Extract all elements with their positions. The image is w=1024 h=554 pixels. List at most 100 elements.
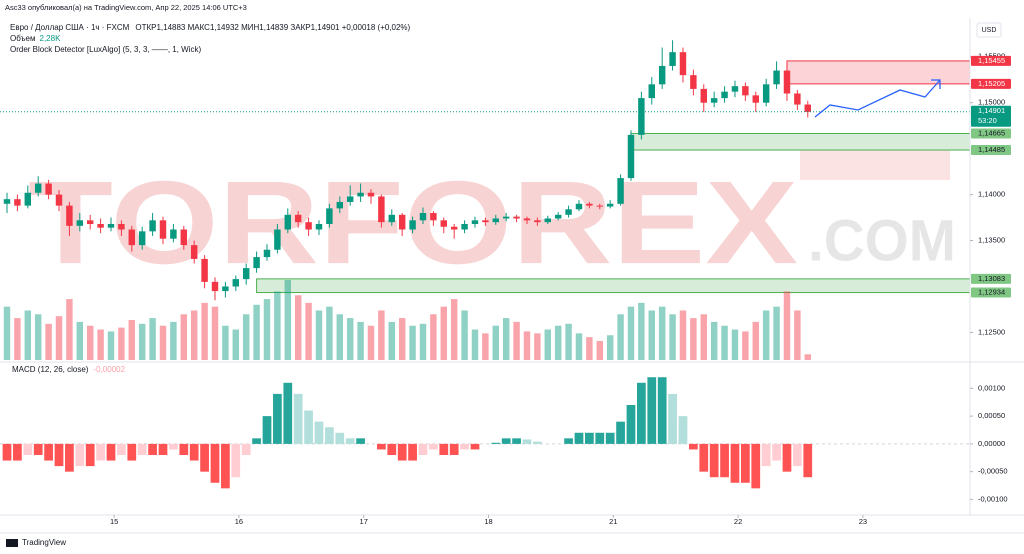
- y2-tick-label: 0,00000: [978, 439, 1005, 448]
- candle-body: [346, 196, 354, 202]
- candle-body: [783, 70, 791, 94]
- macd-bar: [44, 443, 53, 461]
- volume-bar: [430, 314, 437, 360]
- candle-body: [138, 231, 146, 246]
- macd-bar: [106, 443, 116, 461]
- x-tick-label: 18: [484, 517, 492, 526]
- zone-price-box: [971, 145, 1011, 156]
- volume-bar: [398, 318, 406, 360]
- candle-body: [253, 257, 260, 269]
- candle-body: [357, 192, 364, 197]
- macd-bar: [75, 443, 85, 467]
- currency[interactable]: USD: [982, 27, 997, 34]
- volume-bar: [263, 299, 271, 360]
- macd-bar: [23, 443, 33, 455]
- currency-box[interactable]: [976, 22, 1002, 38]
- candle-body: [679, 52, 687, 76]
- x-tick-label: 22: [734, 517, 742, 526]
- macd-bar: [117, 443, 126, 455]
- macd-value: -0,00002: [93, 365, 125, 374]
- watermark-suffix: .COM: [808, 208, 956, 273]
- candle-body: [513, 216, 520, 219]
- volume-bar: [66, 299, 73, 360]
- macd-bar: [304, 410, 313, 444]
- zone-price-box: [971, 78, 1011, 89]
- volume-bar: [606, 335, 614, 360]
- symbol-title: Евро / Доллар США · 1ч · FXCM: [10, 23, 130, 32]
- candle-body: [45, 183, 52, 195]
- volume-bar: [586, 337, 593, 360]
- candle-body: [617, 178, 624, 204]
- volume-bar: [638, 302, 645, 360]
- y-tick-label: 1,12500: [978, 327, 1005, 336]
- macd-bar: [449, 443, 459, 455]
- macd-bar: [96, 443, 105, 461]
- candle-body: [752, 95, 759, 103]
- volume-bar: [461, 310, 468, 360]
- volume-bar: [128, 320, 136, 360]
- volume-bar: [731, 329, 739, 360]
- candle-body: [762, 84, 770, 103]
- volume-bar: [523, 331, 531, 360]
- volume-bar: [357, 321, 364, 360]
- volume-bar: [544, 329, 552, 360]
- macd-bar: [397, 443, 407, 461]
- candle-body: [3, 199, 11, 204]
- macd-bar: [699, 443, 709, 472]
- candle-body: [804, 104, 811, 112]
- volume-bar: [669, 314, 676, 360]
- macd-bar: [221, 443, 230, 489]
- volume-bar: [554, 325, 562, 360]
- ohlc-text: ОТКР1,14883 МАКС1,14932 МИН1,14839 ЗАКР1…: [135, 23, 410, 32]
- candle-body: [274, 229, 281, 250]
- macd-bar: [33, 443, 43, 455]
- macd-bar: [533, 441, 542, 444]
- candle-body: [794, 93, 801, 105]
- candle-body: [211, 281, 219, 292]
- volume-bar: [242, 314, 250, 360]
- volume-bar: [97, 329, 104, 360]
- macd-bar: [626, 405, 636, 444]
- order-block: [630, 132, 971, 151]
- y2-tick-label: -0,00100: [978, 494, 1008, 503]
- volume-bar: [336, 314, 344, 360]
- candle-body: [700, 88, 707, 103]
- candle-body: [232, 279, 240, 287]
- macd-bar: [512, 438, 521, 444]
- macd-bar: [501, 438, 511, 444]
- volume-bar: [367, 325, 375, 360]
- volume-bar: [783, 291, 791, 360]
- macd-bar: [689, 443, 698, 450]
- y2-tick-label: 0,00100: [978, 383, 1005, 392]
- macd-bar: [439, 443, 449, 455]
- candle-body: [658, 65, 666, 85]
- macd-bar: [668, 393, 677, 444]
- macd-bar: [647, 377, 657, 444]
- volume-bar: [55, 316, 63, 360]
- volume-bar: [794, 310, 801, 360]
- candle-body: [149, 220, 156, 232]
- candle-body: [201, 258, 208, 282]
- forecast-path: [814, 79, 941, 118]
- macd-bar: [408, 443, 417, 461]
- volume-bar: [700, 314, 707, 360]
- y-tick-label: 1,14000: [978, 190, 1005, 199]
- candle-body: [222, 286, 229, 292]
- volume-bar: [513, 321, 520, 360]
- macd-bar: [325, 427, 334, 444]
- order-block: [256, 278, 971, 294]
- volume-bar: [492, 325, 500, 360]
- plot-area: [0, 40, 971, 489]
- candle-body: [398, 214, 406, 230]
- candle-body: [575, 203, 583, 210]
- candle-body: [367, 192, 375, 197]
- macd-bar: [169, 443, 178, 450]
- candle-body: [586, 203, 593, 206]
- macd-bar: [595, 432, 605, 444]
- candle-body: [180, 229, 188, 246]
- x-tick-label: 17: [360, 517, 368, 526]
- last-price-box: [971, 105, 1011, 127]
- macd-bar: [283, 382, 293, 444]
- macd-bar: [158, 443, 168, 455]
